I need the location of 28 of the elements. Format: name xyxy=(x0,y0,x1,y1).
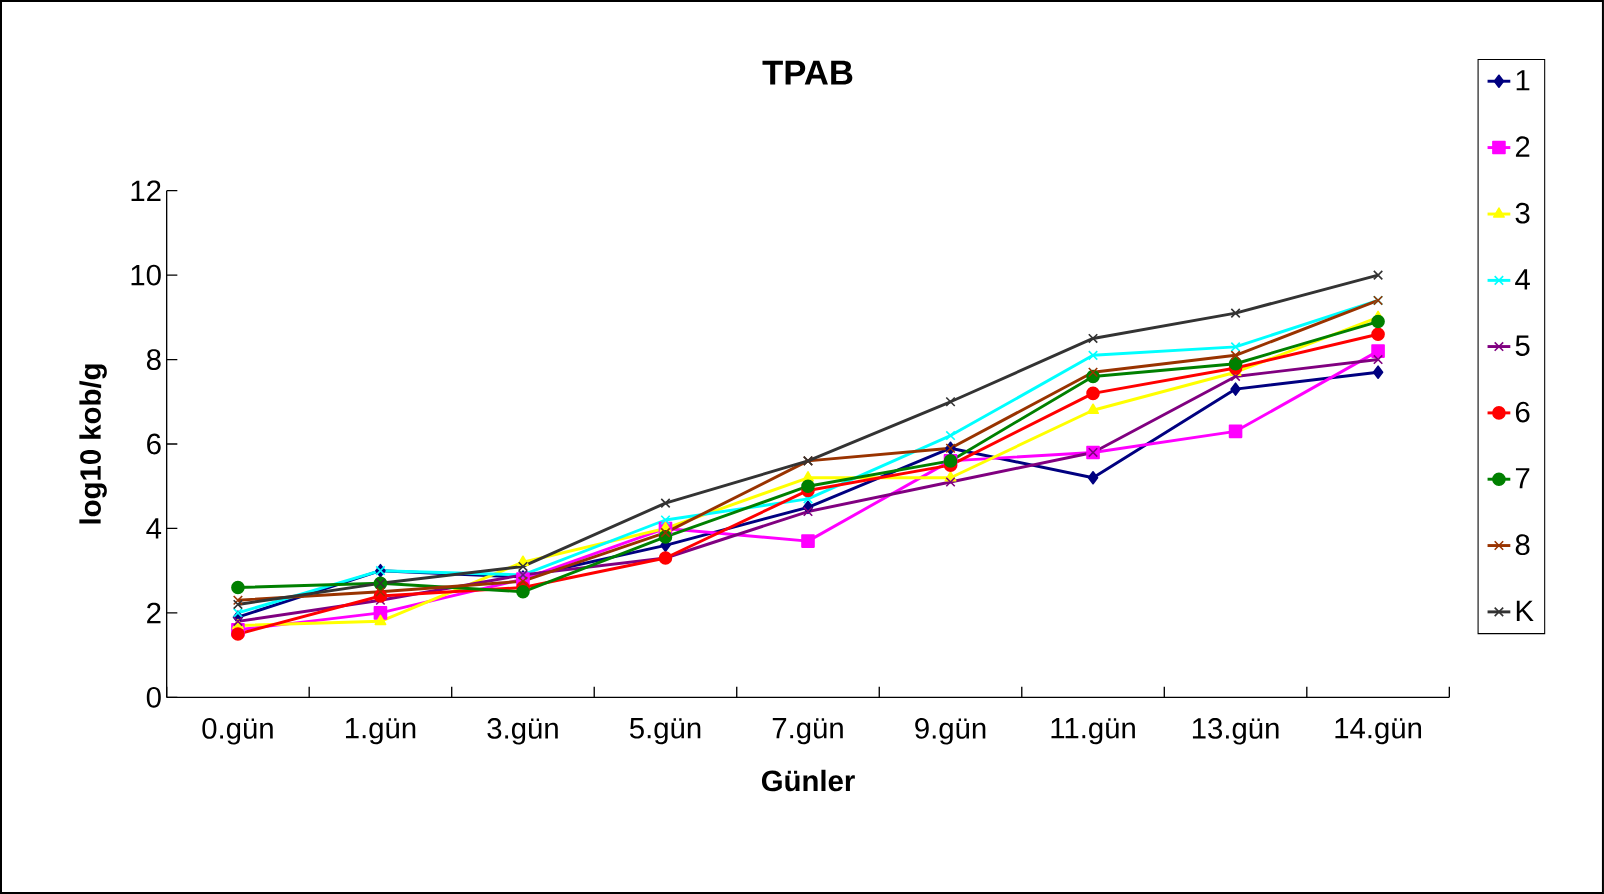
legend-label: 6 xyxy=(1515,401,1530,423)
legend-label: 3 xyxy=(1515,202,1530,224)
legend-label: 8 xyxy=(1515,534,1530,556)
y-tick-label: 6 xyxy=(147,433,161,455)
x-tick-label: 11.gün xyxy=(1051,718,1135,745)
x-tick-label: 7.gün xyxy=(772,718,843,745)
x-tick-label: 1.gün xyxy=(345,718,416,745)
y-tick-label: 4 xyxy=(146,518,162,539)
x-tick-label: 0.gün xyxy=(202,718,273,745)
x-tick-label: 13.gün xyxy=(1192,718,1279,745)
x-tick-label: 3.gün xyxy=(487,718,558,745)
legend-label: K xyxy=(1516,600,1534,621)
x-tick-label: 14.gün xyxy=(1335,718,1422,745)
legend-label: 4 xyxy=(1515,269,1530,290)
legend-label: 7 xyxy=(1515,468,1530,489)
y-tick-label: 12 xyxy=(131,180,161,201)
chart-title: TPAB xyxy=(762,60,853,85)
x-tick-label: 5.gün xyxy=(629,718,701,745)
legend-label: 1 xyxy=(1516,70,1530,91)
y-axis-title: log10 kob/g xyxy=(79,364,107,524)
y-tick-label: 0 xyxy=(146,686,161,708)
y-tick-label: 10 xyxy=(131,264,161,286)
y-tick-label: 2 xyxy=(147,602,161,624)
y-tick-label: 8 xyxy=(146,349,161,370)
x-tick-label: 9.gün xyxy=(915,718,986,745)
legend-label: 5 xyxy=(1515,335,1530,356)
x-axis-title: Günler xyxy=(761,769,855,792)
legend-label: 2 xyxy=(1515,136,1530,157)
